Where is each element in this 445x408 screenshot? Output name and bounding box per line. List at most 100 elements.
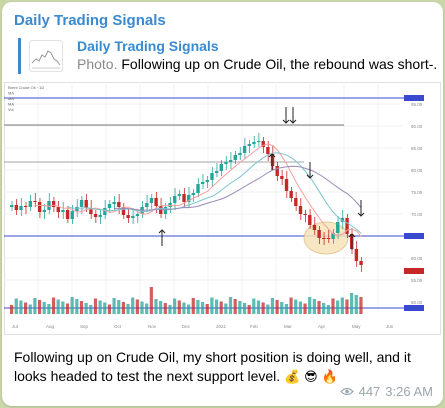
candle-body (28, 201, 33, 207)
down-arrow-icon (306, 174, 314, 179)
candle-body (47, 201, 51, 210)
volume-bar (75, 299, 79, 314)
candle-body (191, 193, 196, 195)
volume-bar (345, 299, 349, 314)
price-tick: 95.00 (411, 102, 423, 107)
candle-body (219, 164, 224, 171)
volume-bar (177, 300, 181, 314)
candle-body (103, 208, 107, 215)
time-tick: Mar (284, 324, 292, 329)
time-tick: Feb (250, 324, 258, 329)
time-tick: Jul (12, 324, 18, 329)
moving-average-slow (114, 165, 362, 211)
candle-body (345, 218, 349, 234)
volume-bar (298, 301, 302, 314)
moving-average-mid (67, 152, 362, 234)
legend-line: Vol (8, 107, 14, 112)
volume-bar (51, 297, 56, 314)
candle-body (135, 214, 140, 216)
volume-bar (340, 297, 344, 314)
candle-body (37, 202, 42, 212)
volume-bar (159, 301, 163, 314)
price-tag (404, 305, 424, 311)
volume-bar (173, 298, 177, 314)
time-tick: May (352, 324, 361, 329)
volume-bar (210, 297, 214, 314)
candle-body (289, 191, 293, 198)
volume-bar (112, 298, 116, 314)
candle-body (177, 194, 182, 196)
price-tick: 70.00 (411, 212, 423, 217)
volume-bar (187, 304, 191, 314)
volume-bar (131, 297, 135, 314)
down-arrow-icon (357, 212, 365, 217)
down-arrow-icon (282, 119, 290, 124)
candle-body (19, 206, 23, 210)
volume-bar (196, 300, 200, 314)
reply-kind: Photo. (77, 56, 118, 72)
volume-bar (303, 303, 307, 314)
volume-bar (256, 300, 261, 314)
candle-body (145, 203, 149, 207)
price-tick: 90.00 (411, 124, 423, 129)
candle-body (359, 261, 363, 265)
reply-text: Following up on Crude Oil, the rebound w… (117, 56, 437, 72)
volume-bar (317, 301, 321, 314)
price-tick: 55.00 (411, 278, 423, 283)
volume-bar (308, 297, 312, 314)
volume-bar (336, 300, 340, 314)
sunglasses-face-icon: 😎 (304, 370, 318, 385)
candle-body (284, 179, 289, 191)
volume-bar (47, 304, 51, 314)
volume-bar (65, 303, 70, 314)
price-tag (404, 233, 424, 239)
message-meta: 447 3:26 AM (339, 384, 433, 399)
volume-bar (89, 305, 93, 314)
chart-image[interactable]: 95.0090.0085.0080.0075.0070.0065.0060.00… (4, 82, 441, 335)
candle-body (149, 198, 154, 203)
candle-body (303, 214, 307, 215)
volume-bar (224, 303, 228, 314)
channel-name[interactable]: Daily Trading Signals (14, 12, 166, 29)
volume-bar (270, 298, 275, 314)
candle-body (23, 206, 28, 207)
candle-body (354, 249, 359, 261)
candle-body (228, 160, 233, 162)
price-tick: 75.00 (411, 190, 423, 195)
candle-body (65, 210, 70, 219)
volume-bar (163, 303, 167, 314)
candle-body (336, 222, 340, 233)
reply-preview[interactable]: Daily Trading Signals Photo. Following u… (18, 38, 437, 74)
candle-body (70, 211, 74, 219)
volume-bar (28, 304, 32, 314)
candle-body (154, 198, 158, 206)
candle-body (247, 144, 251, 146)
time-tick: Apr (318, 324, 326, 329)
time-tick: 2021 (216, 324, 227, 329)
candle-body (89, 208, 93, 214)
volume-bar (280, 302, 284, 314)
price-tag (404, 268, 424, 274)
volume-bar (205, 304, 209, 314)
message-time: 3:26 AM (385, 384, 433, 399)
volume-bar (79, 301, 84, 314)
candle-body (256, 141, 261, 142)
candle-body (210, 173, 214, 180)
time-tick: Nov (148, 324, 157, 329)
volume-bar (126, 304, 130, 314)
volume-bar (312, 299, 316, 314)
candle-body (214, 171, 219, 173)
volume-bar (359, 297, 363, 314)
legend-line: MA (8, 96, 14, 101)
candle-body (233, 155, 237, 160)
candle-body (275, 166, 279, 176)
volume-bar (200, 302, 205, 314)
candle-body (173, 196, 177, 203)
price-tick: 80.00 (411, 168, 423, 173)
volume-bar (93, 298, 98, 314)
volume-bar (242, 303, 247, 314)
volume-bar (23, 302, 28, 314)
volume-bar (70, 297, 74, 314)
legend-line: MA (8, 91, 14, 96)
caption-text: Following up on Crude Oil, my short posi… (14, 349, 411, 384)
